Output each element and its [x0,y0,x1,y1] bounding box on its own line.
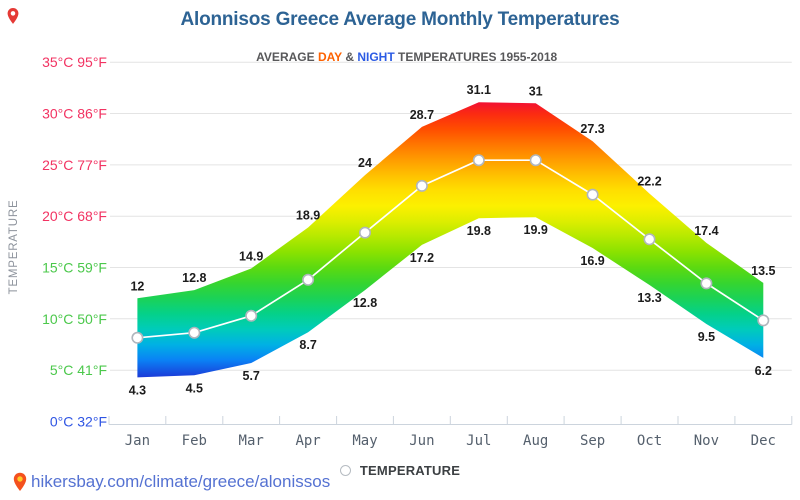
x-axis-month-label: Apr [295,433,320,449]
subtitle-text: & [341,50,358,64]
average-temperature-line [131,154,770,344]
night-value-label: 19.9 [524,223,548,237]
day-value-label: 24 [358,156,372,170]
legend-label: TEMPERATURE [359,463,461,478]
average-point-marker [529,154,542,167]
day-value-label: 18.9 [296,209,320,223]
footer-link-text: hikersbay.com/climate/greece/alonissos [31,472,331,491]
y-axis-tick-label: 10°C 50°F [42,311,107,327]
x-axis: Jan Feb Mar Apr May Jun Jul Aug Sep Oct Nov Dec [108,416,793,449]
x-axis-month-label: Feb [182,433,207,449]
night-value-label: 19.8 [467,224,491,238]
day-value-label: 27.3 [580,122,604,136]
night-value-label: 9.5 [698,330,715,344]
location-pin-icon [13,472,27,491]
average-point-marker [131,331,144,344]
x-axis-month-label: Oct [637,433,662,449]
x-axis-month-label: Jul [466,433,491,449]
x-axis-month-label: Mar [239,433,264,449]
average-point-marker [245,309,258,322]
night-value-label: 6.2 [755,364,772,378]
night-value-label: 17.2 [410,251,434,265]
subtitle-day-accent: DAY [317,50,342,64]
y-axis-tick-label: 0°C 32°F [50,414,107,430]
average-point-marker [700,277,713,290]
y-axis-tick-label: 20°C 68°F [42,208,107,224]
day-value-label: 13.5 [751,264,775,278]
x-axis-month-label: Aug [523,433,548,449]
day-night-band [137,102,764,378]
average-point-marker [472,154,485,167]
y-axis-tick-label: 15°C 59°F [42,260,107,276]
average-point-marker [586,188,599,201]
x-axis-month-label: Nov [694,433,719,449]
y-axis-tick-label: 25°C 77°F [42,157,107,173]
night-value-label: 4.3 [129,383,146,397]
x-axis-month-label: Jan [125,433,150,449]
average-point-marker [302,273,315,286]
night-value-label: 4.5 [186,381,203,395]
average-point-marker [188,326,201,339]
chart-title: Alonnisos Greece Average Monthly Tempera… [180,9,620,30]
average-line [137,159,764,339]
night-value-label: 12.8 [353,296,377,310]
night-value-label: 13.3 [637,291,661,305]
x-axis-month-label: Jun [409,433,434,449]
day-value-label: 17.4 [694,224,718,238]
night-value-label: 5.7 [243,369,260,383]
y-axis-title: TEMPERATURE [8,200,20,295]
y-axis-labels: 35°C 95°F 30°C 86°F 25°C 77°F 20°C 68°F 15°C… [42,54,107,429]
legend-marker-icon [339,465,351,476]
y-axis-tick-label: 30°C 86°F [42,106,107,122]
night-value-label: 16.9 [580,254,604,268]
average-point-marker [643,233,656,246]
average-point-marker [415,179,428,192]
footer-link[interactable]: hikersbay.com/climate/greece/alonissos [12,472,330,492]
night-value-label: 8.7 [299,338,316,352]
y-axis-tick-label: 35°C 95°F [42,54,107,70]
x-axis-month-label: Sep [580,433,605,449]
y-axis-tick-label: 5°C 41°F [50,362,107,378]
chart-subtitle: AVERAGE DAY & NIGHT TEMPERATURES 1955-20… [0,36,800,78]
day-value-label: 28.7 [410,108,434,122]
subtitle-text: TEMPERATURES 1955-2018 [394,50,558,64]
temperature-band [137,102,764,378]
day-value-label: 22.2 [637,175,661,189]
subtitle-night-accent: NIGHT [357,50,395,64]
average-point-marker [757,314,770,327]
x-axis-month-label: May [352,433,377,449]
day-value-label: 31.1 [467,83,491,97]
day-value-label: 31 [529,84,543,98]
day-value-label: 12 [130,279,144,293]
day-value-label: 14.9 [239,250,263,264]
average-point-marker [358,226,371,239]
x-axis-month-label: Dec [751,433,776,449]
subtitle-text: AVERAGE [256,50,318,64]
legend-item-temperature[interactable]: TEMPERATURE [0,463,800,478]
value-labels: 12 12.8 14.9 18.9 24 28.7 31.1 31 27.3 22.2 17.4 13… [129,83,776,397]
day-value-label: 12.8 [182,271,206,285]
location-pin-icon [7,7,19,24]
